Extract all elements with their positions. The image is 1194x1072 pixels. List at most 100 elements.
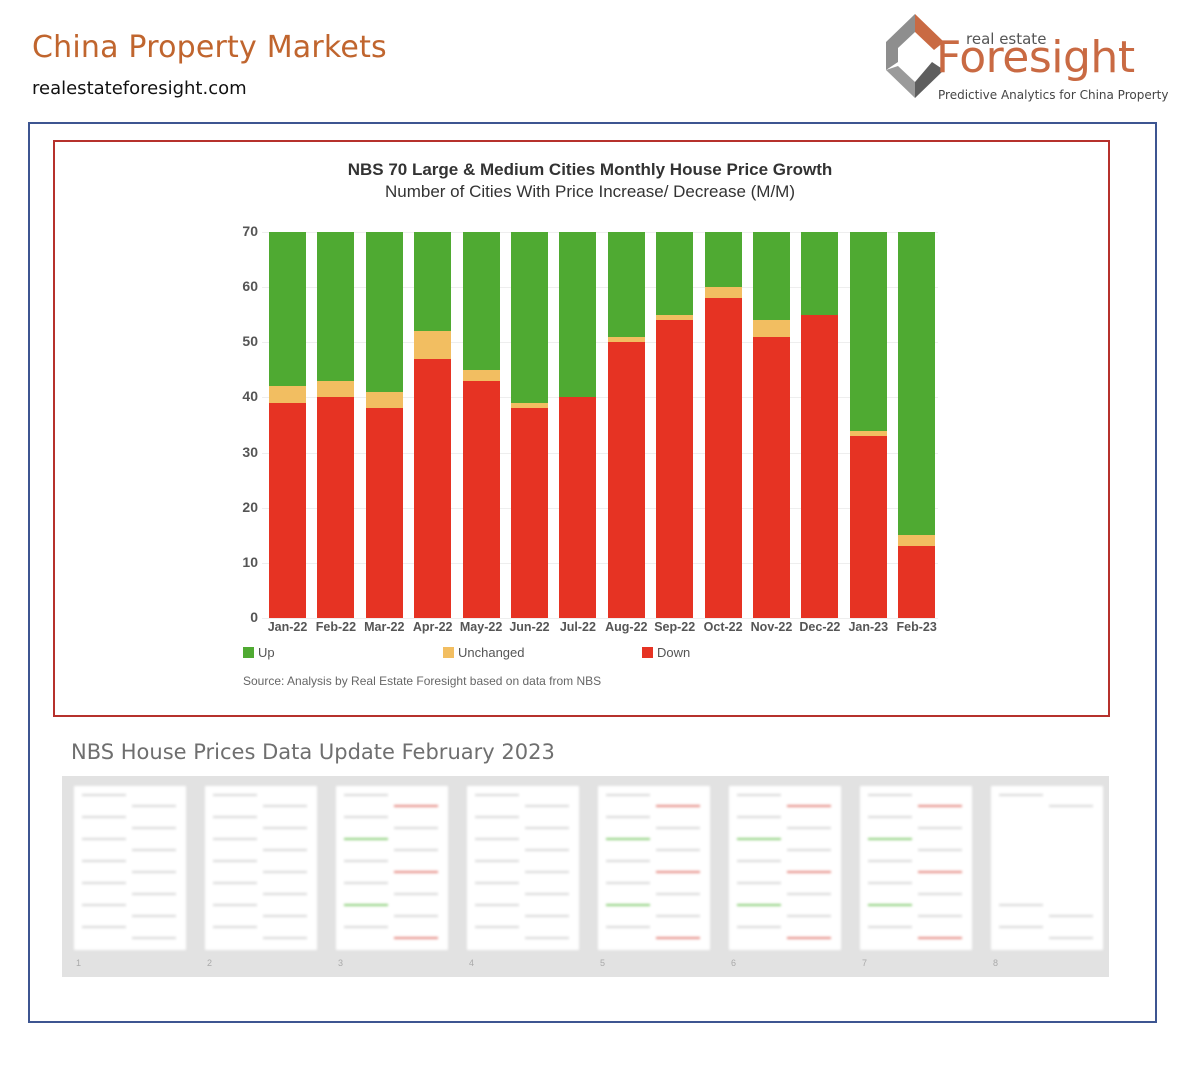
- report-thumbnail-strip[interactable]: 1 2 3 4 5 6 7 8: [62, 776, 1109, 977]
- report-page-thumbnail[interactable]: [729, 786, 841, 950]
- bar-segment-up: [269, 232, 306, 387]
- bar-sep-22[interactable]: [656, 232, 694, 618]
- report-page-thumbnail[interactable]: [336, 786, 448, 950]
- thumbnail-content: [525, 893, 569, 895]
- bar-may-22[interactable]: [462, 232, 500, 618]
- report-page-thumbnail[interactable]: [598, 786, 710, 950]
- thumbnail-content: [394, 893, 438, 895]
- thumbnail-content: [213, 838, 257, 840]
- thumbnail-content: [263, 871, 307, 873]
- thumbnail-content: [475, 838, 519, 840]
- legend-down-label: Down: [657, 645, 691, 660]
- thumbnail-content: [475, 816, 519, 818]
- y-tick-label: 10: [242, 553, 258, 570]
- bar-segment-down: [656, 320, 694, 618]
- bar-jul-22[interactable]: [559, 232, 597, 618]
- bar-segment-unchanged: [511, 402, 548, 409]
- thumbnail-content: [82, 926, 126, 928]
- bar-aug-22[interactable]: [607, 232, 645, 618]
- thumbnail-content: [82, 860, 126, 862]
- report-page-thumbnail[interactable]: [74, 786, 186, 950]
- thumbnail-content: [656, 827, 700, 829]
- thumbnail-content: [525, 915, 569, 917]
- page-number: 6: [731, 958, 737, 968]
- thumbnail-content: [132, 849, 176, 851]
- bar-feb-23[interactable]: [898, 232, 936, 618]
- content-frame: [28, 122, 1157, 1023]
- bar-segment-up: [317, 232, 355, 381]
- bar-oct-22[interactable]: [704, 232, 742, 618]
- thumbnail-content: [82, 904, 126, 906]
- report-page-thumbnail[interactable]: [991, 786, 1103, 950]
- thumbnail-content: [606, 816, 650, 818]
- x-tick-label: Oct-22: [703, 620, 743, 634]
- report-page-thumbnail[interactable]: [205, 786, 317, 950]
- thumbnail-content: [606, 860, 650, 862]
- bar-segment-down: [269, 402, 306, 618]
- thumbnail-content: [1049, 915, 1093, 917]
- gridline: [262, 618, 938, 619]
- x-tick-label: Jan-22: [267, 620, 308, 634]
- thumbnail-content: [737, 882, 781, 884]
- bar-mar-22[interactable]: [365, 232, 403, 618]
- thumbnail-content: [787, 915, 831, 917]
- thumbnail-content: [263, 805, 307, 807]
- legend-unchanged: Unchanged: [443, 645, 525, 660]
- thumbnail-content: [656, 915, 700, 917]
- bar-jun-22[interactable]: [511, 232, 548, 618]
- bar-apr-22[interactable]: [414, 232, 452, 618]
- gridline: [262, 562, 938, 564]
- thumbnail-content: [475, 794, 519, 796]
- thumbnail-content: [918, 827, 962, 829]
- thumbnail-content: [737, 860, 781, 862]
- thumbnail-content: [475, 860, 519, 862]
- bar-jan-23[interactable]: [849, 232, 887, 618]
- y-tick-label: 30: [242, 443, 258, 460]
- bar-segment-unchanged: [607, 336, 645, 343]
- thumbnail-content: [344, 860, 388, 862]
- x-tick-label: Dec-22: [799, 620, 841, 634]
- bar-feb-22[interactable]: [317, 232, 355, 618]
- bar-jan-22[interactable]: [269, 232, 306, 618]
- thumbnail-content: [132, 915, 176, 917]
- bar-nov-22[interactable]: [753, 232, 790, 618]
- thumbnail-content: [606, 882, 650, 884]
- thumbnail-content: [82, 838, 126, 840]
- x-tick-label: Aug-22: [605, 620, 648, 634]
- legend-up: Up: [243, 645, 275, 660]
- thumbnail-content: [82, 794, 126, 796]
- thumbnail-content: [132, 937, 176, 939]
- gridline: [262, 397, 938, 399]
- page-number: 7: [862, 958, 868, 968]
- x-tick-label: Jul-22: [559, 620, 596, 634]
- thumbnail-content: [263, 827, 307, 829]
- legend-unchanged-label: Unchanged: [458, 645, 525, 660]
- bar-segment-unchanged: [269, 386, 306, 403]
- x-tick-label: Apr-22: [412, 620, 453, 634]
- thumbnail-content: [132, 893, 176, 895]
- thumbnail-content: [344, 794, 388, 796]
- thumbnail-content: [787, 827, 831, 829]
- thumbnail-content: [525, 827, 569, 829]
- page-number: 8: [993, 958, 999, 968]
- site-url[interactable]: realestateforesight.com: [32, 78, 247, 99]
- thumbnail-content: [213, 794, 257, 796]
- bar-segment-up: [656, 232, 694, 315]
- bar-dec-22[interactable]: [801, 232, 839, 618]
- thumbnail-content: [213, 904, 257, 906]
- thumbnail-content: [606, 838, 650, 840]
- bar-segment-up: [849, 232, 887, 431]
- thumbnail-content: [737, 926, 781, 928]
- brand-logo[interactable]: real estate Foresight Predictive Analyti…: [884, 12, 1174, 108]
- diamond-logo-icon: [886, 14, 944, 98]
- thumbnail-content: [787, 871, 831, 873]
- report-page-thumbnail[interactable]: [860, 786, 972, 950]
- report-page-thumbnail[interactable]: [467, 786, 579, 950]
- thumbnail-content: [918, 805, 962, 807]
- bar-segment-down: [704, 298, 742, 618]
- legend-up-swatch: [243, 647, 254, 658]
- thumbnail-content: [868, 816, 912, 818]
- page-number: 3: [338, 958, 344, 968]
- y-tick-label: 40: [242, 388, 258, 405]
- bar-segment-unchanged: [365, 391, 403, 409]
